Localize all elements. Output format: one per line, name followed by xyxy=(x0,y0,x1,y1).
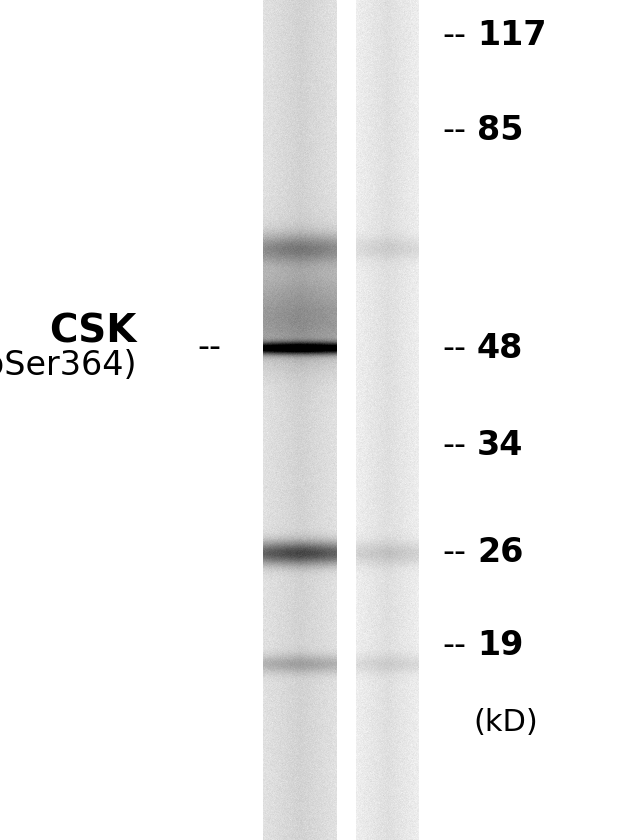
Text: --: -- xyxy=(442,18,466,52)
Text: 19: 19 xyxy=(477,628,523,662)
Text: (pSer364): (pSer364) xyxy=(0,349,137,382)
Text: --: -- xyxy=(197,331,221,365)
Text: --: -- xyxy=(442,536,466,570)
Text: --: -- xyxy=(442,113,466,147)
Text: --: -- xyxy=(442,332,466,365)
Text: --: -- xyxy=(442,628,466,662)
Text: CSK: CSK xyxy=(50,312,137,351)
Text: --: -- xyxy=(442,428,466,462)
Text: (kD): (kD) xyxy=(474,708,539,737)
Text: 48: 48 xyxy=(477,332,523,365)
Text: 117: 117 xyxy=(477,18,546,52)
Text: 85: 85 xyxy=(477,113,523,147)
Text: 34: 34 xyxy=(477,428,523,462)
Text: 26: 26 xyxy=(477,536,523,570)
